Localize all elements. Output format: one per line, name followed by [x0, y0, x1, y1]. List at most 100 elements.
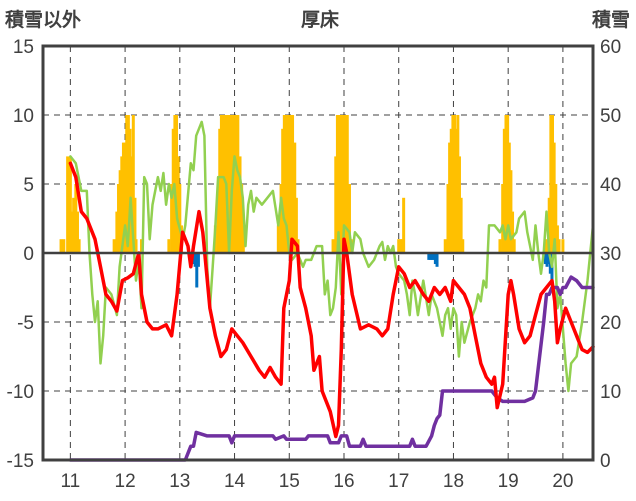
sunshine-bar [547, 197, 551, 253]
sunshine-bar [74, 184, 78, 253]
left-tick-label: 0 [23, 244, 34, 265]
sunshine-bar [549, 115, 553, 253]
sunshine-bar [167, 239, 171, 253]
right-tick-label: 60 [600, 37, 621, 58]
sunshine-bar [507, 142, 511, 253]
sunshine-bar [459, 197, 463, 253]
sunshine-bar [342, 115, 346, 253]
sunshine-bar [240, 184, 244, 253]
sunshine-bar [276, 225, 280, 253]
sunshine-bar [400, 239, 404, 253]
left-axis-title: 積雪以外 [5, 8, 81, 31]
sunshine-bar [68, 156, 72, 253]
sunshine-bar [72, 197, 76, 253]
sunshine-bar [446, 184, 450, 253]
left-tick-label: -10 [7, 382, 34, 403]
right-tick-label: 20 [600, 313, 621, 334]
sunshine-bar [128, 128, 132, 253]
sunshine-bar [554, 184, 558, 253]
sunshine-bar [226, 115, 230, 253]
x-tick-label: 18 [443, 471, 464, 492]
sunshine-bar [75, 211, 79, 253]
sunshine-bar [234, 115, 238, 253]
purple-series-line [68, 275, 595, 462]
axes-layer [41, 44, 595, 462]
x-tick-label: 17 [388, 471, 409, 492]
sunshine-bar [552, 142, 556, 253]
x-tick-label: 13 [169, 471, 190, 492]
sunshine-bar [451, 115, 455, 253]
sunshine-bar [334, 156, 338, 253]
sunshine-bar [216, 184, 220, 253]
sunshine-bar [294, 197, 298, 253]
sunshine-bar [512, 239, 516, 253]
left-tick-label: -5 [17, 313, 34, 334]
sunshine-bar [241, 225, 245, 253]
precip-bar [547, 253, 551, 265]
sunshine-bar [551, 115, 555, 253]
sunshine-bar [221, 115, 225, 253]
sunshine-bar [397, 239, 401, 253]
sunshine-bar [66, 156, 70, 253]
left-tick-label: -15 [7, 451, 34, 472]
sunshine-bar [282, 115, 286, 253]
sunshine-bar [118, 170, 122, 253]
sunshine-bar [117, 184, 121, 253]
sunshine-bar [457, 156, 461, 253]
left-tick-label: 5 [23, 175, 34, 196]
x-tick-label: 19 [498, 471, 519, 492]
sunshine-bar [339, 115, 343, 253]
sunshine-bar [398, 239, 402, 253]
x-tick-label: 20 [552, 471, 573, 492]
sunshine-bar [133, 197, 137, 253]
lines-layer [68, 120, 595, 462]
sunshine-bar [70, 211, 74, 253]
sunshine-bar [140, 239, 144, 253]
sunshine-bar [335, 115, 339, 253]
x-tick-label: 14 [224, 471, 246, 492]
bars-layer [59, 115, 565, 288]
sunshine-bar [170, 184, 174, 253]
precip-bar [427, 253, 431, 260]
sunshine-bar [218, 128, 222, 253]
precip-bar [193, 253, 197, 267]
sunshine-bar [289, 115, 293, 253]
sunshine-bar [331, 239, 335, 253]
sunshine-bar [454, 128, 458, 253]
precip-bar [196, 253, 200, 267]
sunshine-bar [125, 115, 129, 253]
left-tick-label: 10 [13, 106, 34, 127]
sunshine-bar [498, 239, 502, 253]
sunshine-bar [175, 115, 179, 253]
sunshine-bar [501, 184, 505, 253]
x-tick-label: 16 [333, 471, 354, 492]
sunshine-bar [233, 115, 237, 253]
sunshine-bar [544, 239, 548, 253]
sunshine-bar [347, 184, 351, 253]
sunshine-bar [286, 115, 290, 253]
x-tick-label: 15 [279, 471, 300, 492]
precip-bar [433, 253, 437, 265]
chart-title: 厚床 [301, 8, 339, 31]
green-series-line [69, 120, 595, 393]
precip-bar [195, 253, 199, 288]
precip-bar [428, 253, 432, 260]
sunshine-bar [59, 239, 63, 253]
sunshine-bar [345, 115, 349, 253]
sunshine-bar [77, 239, 81, 253]
sunshine-bar [344, 115, 348, 253]
sunshine-bar [120, 156, 124, 253]
right-tick-label: 10 [600, 382, 621, 403]
sunshine-bar [176, 156, 180, 253]
sunshine-bar [557, 239, 561, 253]
sunshine-bar [219, 115, 223, 253]
sunshine-bar [123, 142, 127, 253]
right-tick-label: 50 [600, 106, 621, 127]
sunshine-bar [293, 142, 297, 253]
right-axis-title: 積雪 [592, 8, 630, 31]
sunshine-bar [62, 239, 66, 253]
sunshine-bar [555, 225, 559, 253]
precip-bar [435, 253, 439, 267]
